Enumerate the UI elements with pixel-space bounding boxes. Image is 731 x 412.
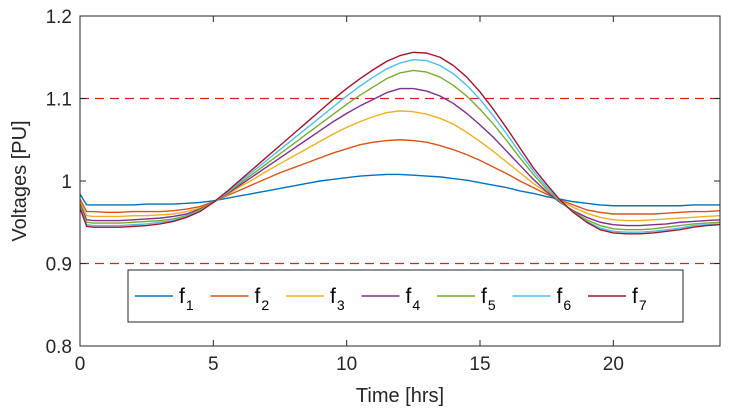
legend-item-f4: f4: [361, 285, 421, 313]
x-ticks: 0 5 10 15 20: [75, 16, 624, 375]
legend: f1 f2 f3 f4 f5 f6 f7: [127, 269, 684, 323]
legend-item-f2: f2: [210, 285, 270, 313]
legend-label: f6: [557, 285, 572, 313]
legend-item-f5: f5: [437, 285, 496, 313]
y-tick-label: 1.2: [46, 7, 72, 28]
y-tick-label: 0.9: [46, 255, 72, 276]
legend-item-f3: f3: [286, 285, 345, 313]
series-line-f6: [79, 59, 721, 233]
x-tick-label: 15: [469, 354, 490, 375]
y-axis-title: Voltages [PU]: [9, 120, 31, 241]
legend-item-f1: f1: [135, 285, 194, 313]
x-tick-label: 0: [75, 354, 86, 375]
legend-label: f1: [179, 285, 194, 313]
x-tick-label: 5: [208, 354, 219, 375]
series-line-f7: [79, 51, 721, 235]
y-ticks: 0.8 0.9 1 1.1 1.2: [46, 7, 720, 358]
legend-label: f5: [481, 285, 496, 313]
legend-label: f3: [330, 285, 345, 313]
reference-lines: [80, 97, 720, 265]
legend-item-f7: f7: [588, 285, 647, 313]
series-line-f1: [79, 173, 720, 207]
x-tick-label: 20: [603, 354, 624, 375]
series-line-f2: [79, 139, 721, 215]
series-line-f3: [79, 110, 721, 222]
legend-label: f4: [406, 285, 421, 313]
series-line-f4: [79, 87, 721, 227]
series-line-f5: [79, 69, 721, 231]
y-tick-label: 1.1: [46, 90, 72, 111]
legend-label: f2: [255, 285, 270, 313]
series-lines: [79, 51, 721, 235]
legend-label: f7: [632, 285, 647, 313]
x-axis-title: Time [hrs]: [356, 385, 444, 407]
y-tick-label: 0.8: [46, 337, 72, 358]
x-tick-label: 10: [336, 354, 357, 375]
legend-item-f6: f6: [512, 285, 572, 313]
y-tick-label: 1: [61, 172, 72, 193]
